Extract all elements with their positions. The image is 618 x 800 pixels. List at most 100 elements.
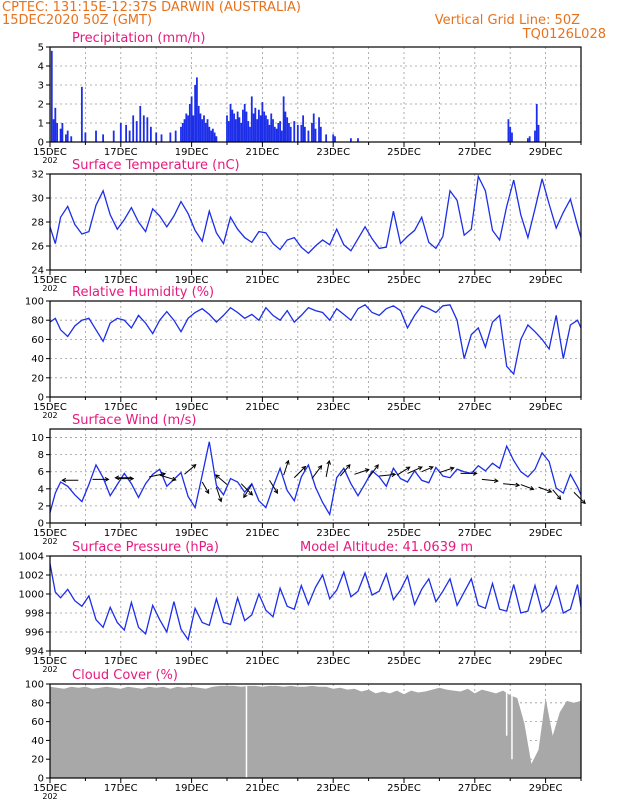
wind-arrow-head: [374, 464, 379, 469]
series-line: [49, 441, 582, 517]
precip-bar: [188, 104, 191, 142]
precip-bar: [185, 113, 188, 142]
y-tick-label: 998: [25, 609, 44, 620]
y-tick-label: 100: [25, 680, 44, 691]
wind-arrow-head: [345, 464, 351, 469]
wind-arrow-head: [581, 499, 586, 505]
precip-bar: [56, 123, 58, 142]
precip-bar: [95, 130, 97, 142]
x-tick-label: 25DEC: [387, 783, 421, 794]
x-tick-label: 15DEC: [33, 147, 67, 158]
y-tick-label: 8: [38, 450, 44, 461]
precip-bar: [169, 132, 172, 142]
x-tick-label: 17DEC: [104, 656, 138, 667]
y-tick-label: 40: [31, 736, 44, 747]
precip-bar: [245, 111, 248, 142]
precip-bar: [537, 124, 540, 142]
y-tick-label: 26: [31, 242, 44, 253]
precip-bar: [252, 113, 255, 142]
precip-bar: [233, 113, 235, 142]
x-tick-label: 19DEC: [175, 275, 209, 286]
x-tick-label: 17DEC: [104, 528, 138, 539]
precip-bar: [254, 107, 257, 142]
wind-arrow-head: [449, 466, 455, 472]
wind-arrow: [396, 466, 410, 476]
wind-arrow-head: [61, 477, 67, 483]
precip-bar: [242, 109, 244, 142]
wind-arrow-head: [529, 485, 535, 491]
precip-bar: [261, 102, 264, 142]
precip-bar: [199, 113, 202, 142]
precip-bar: [146, 117, 149, 142]
y-tick-label: 20: [31, 373, 44, 384]
precip-bar: [279, 121, 281, 142]
y-tick-label: 994: [25, 647, 44, 658]
precip-bar: [332, 134, 335, 142]
x-tick-label: 29DEC: [529, 528, 563, 539]
precip-bar: [119, 123, 122, 142]
panel-4: 0 2 4 6 8 10 15DEC 17DEC 19DEC 21DEC 23DEC 25DEC 27D…: [31, 413, 582, 546]
y-tick-label: 80: [31, 316, 44, 327]
panel-title: Precipitation (mm/h): [72, 31, 205, 46]
panel-5: 994 996 998 1000 1002 1004 15DEC 17DEC 19DEC 21DE…: [19, 540, 582, 674]
x-tick-label: 23DEC: [316, 147, 350, 158]
panel-title: Surface Wind (m/s): [72, 413, 196, 428]
y-tick-label: 0: [38, 393, 44, 404]
y-tick-label: 24: [31, 266, 44, 277]
x-tick-label: 25DEC: [387, 275, 421, 286]
panel-frame: [49, 683, 582, 779]
y-tick-label: 60: [31, 335, 44, 346]
wind-arrow-head: [215, 474, 220, 479]
precip-bar: [128, 130, 131, 142]
wind-arrow: [520, 484, 534, 490]
panel-frame: [49, 555, 582, 652]
x-tick-label: 21DEC: [246, 528, 280, 539]
x-tick-label: 29DEC: [529, 402, 563, 413]
precip-bar: [194, 85, 197, 142]
x-year-label: 202: [42, 284, 57, 293]
precip-bar: [511, 132, 513, 142]
y-tick-label: 100: [25, 297, 44, 308]
precip-bar: [289, 126, 292, 142]
precip-bar: [257, 109, 260, 142]
precip-bar: [256, 119, 258, 142]
precip-bar: [197, 105, 200, 142]
y-tick-label: 40: [31, 354, 44, 365]
wind-arrow-head: [243, 493, 248, 499]
precip-bar: [70, 136, 73, 142]
precip-bar: [211, 128, 214, 142]
precip-bar: [208, 126, 211, 142]
y-tick-label: 28: [31, 218, 44, 229]
series-line: [49, 563, 582, 642]
panel-title: Surface Pressure (hPa): [72, 540, 219, 555]
wind-arrow: [184, 464, 197, 475]
precip-bar: [174, 130, 177, 142]
wind-arrow-head: [104, 477, 110, 482]
cloud-area: [50, 685, 581, 778]
precip-bar: [318, 117, 320, 142]
wind-arrow: [573, 491, 586, 504]
x-tick-label: 27DEC: [458, 528, 492, 539]
precip-bar: [300, 124, 303, 142]
y-tick-label: 30: [31, 194, 44, 205]
x-tick-label: 15DEC: [33, 528, 67, 539]
panel-frame: [49, 300, 582, 398]
wind-arrow: [379, 473, 396, 477]
x-tick-label: 15DEC: [33, 783, 67, 794]
precip-bar: [125, 124, 128, 142]
x-tick-label: 25DEC: [387, 147, 421, 158]
precip-bar: [61, 123, 64, 142]
precip-bar: [192, 115, 195, 142]
precip-bar: [302, 115, 305, 142]
wind-arrow: [325, 460, 330, 477]
y-tick-label: 2: [38, 100, 44, 111]
x-year-label: 202: [42, 537, 57, 546]
precip-bar: [236, 111, 239, 142]
precip-bar: [275, 128, 278, 142]
precip-bar: [229, 104, 232, 142]
precip-bar: [303, 126, 306, 142]
precip-bar: [272, 119, 274, 142]
y-tick-label: 80: [31, 698, 44, 709]
precip-bar: [527, 138, 529, 142]
precip-bar: [357, 138, 359, 142]
